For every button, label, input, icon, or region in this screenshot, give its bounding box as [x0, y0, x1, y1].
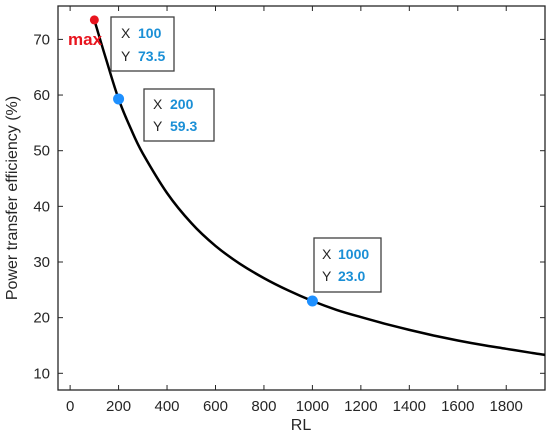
datatip-3-x-key: X	[322, 246, 332, 262]
x-axis: 0 200 400 600 800 1000 1200 1400 1600 1800	[66, 6, 523, 415]
datatip-2-y-value: 59.3	[170, 118, 197, 134]
x-tick-label: 800	[251, 398, 276, 415]
datatip-3-y-value: 23.0	[338, 268, 365, 284]
y-tick-label: 60	[33, 87, 50, 104]
datatip-3[interactable]: X 1000 Y 23.0	[313, 237, 382, 293]
y-axis: 10 20 30 40 50 60 70	[33, 31, 545, 382]
y-tick-label: 20	[33, 310, 50, 327]
y-tick-label: 40	[33, 198, 50, 215]
max-label: max	[68, 30, 103, 49]
x-tick-label: 1600	[441, 398, 474, 415]
x-tick-label: 1200	[344, 398, 377, 415]
x-tick-label: 1400	[393, 398, 426, 415]
x-tick-label: 400	[155, 398, 180, 415]
datatip-point-marker[interactable]	[306, 295, 318, 307]
data-markers	[89, 15, 318, 307]
y-tick-label: 30	[33, 254, 50, 271]
datatip-2-y-key: Y	[153, 118, 163, 134]
x-tick-label: 600	[203, 398, 228, 415]
x-tick-label: 200	[106, 398, 131, 415]
x-tick-label: 1000	[296, 398, 329, 415]
efficiency-curve	[93, 19, 546, 357]
y-tick-label: 50	[33, 143, 50, 160]
datatip-3-x-value: 1000	[338, 246, 369, 262]
datatip-3-y-key: Y	[322, 268, 332, 284]
x-tick-label: 1800	[490, 398, 523, 415]
datatip-1-x-value: 100	[138, 25, 162, 41]
datatip-2-x-key: X	[153, 96, 163, 112]
datatip-2-x-value: 200	[170, 96, 194, 112]
datatip-point-marker[interactable]	[113, 93, 125, 105]
datatip-2[interactable]: X 200 Y 59.3	[143, 88, 215, 142]
datatip-1-y-key: Y	[121, 48, 131, 64]
datatip-1[interactable]: X 100 Y 73.5	[110, 16, 175, 72]
max-point-marker[interactable]	[89, 15, 99, 25]
y-axis-title: Power transfer efficiency (%)	[4, 96, 21, 300]
datatip-1-x-key: X	[121, 25, 131, 41]
y-tick-label: 70	[33, 31, 50, 48]
y-tick-label: 10	[33, 365, 50, 382]
datatip-1-y-value: 73.5	[138, 48, 165, 64]
x-axis-title: RL	[291, 417, 312, 434]
x-tick-label: 0	[66, 398, 74, 415]
